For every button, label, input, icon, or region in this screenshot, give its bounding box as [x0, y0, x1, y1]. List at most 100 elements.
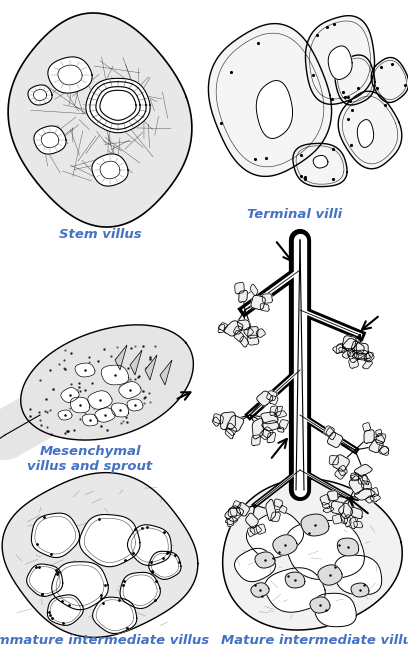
Polygon shape	[218, 324, 225, 333]
Polygon shape	[256, 524, 266, 534]
Polygon shape	[58, 65, 82, 85]
Polygon shape	[363, 422, 370, 432]
Polygon shape	[324, 426, 334, 436]
Polygon shape	[328, 46, 352, 79]
Polygon shape	[213, 414, 223, 424]
Polygon shape	[274, 406, 282, 417]
Polygon shape	[380, 446, 389, 454]
Polygon shape	[361, 481, 371, 490]
Polygon shape	[240, 336, 248, 347]
Polygon shape	[233, 501, 241, 509]
Polygon shape	[354, 521, 362, 528]
Polygon shape	[247, 335, 259, 345]
Polygon shape	[318, 565, 342, 585]
Polygon shape	[251, 583, 269, 598]
Polygon shape	[145, 355, 157, 380]
Polygon shape	[267, 432, 275, 443]
Polygon shape	[100, 161, 120, 179]
Polygon shape	[335, 55, 375, 105]
Polygon shape	[101, 365, 129, 385]
Polygon shape	[255, 552, 275, 568]
Polygon shape	[348, 350, 359, 362]
Polygon shape	[61, 388, 79, 402]
Polygon shape	[379, 445, 389, 455]
Polygon shape	[271, 512, 280, 521]
Polygon shape	[262, 421, 280, 431]
Polygon shape	[260, 429, 271, 439]
Polygon shape	[257, 391, 273, 406]
Polygon shape	[364, 352, 374, 362]
Polygon shape	[223, 479, 402, 630]
Polygon shape	[260, 304, 269, 311]
Polygon shape	[21, 325, 193, 440]
Polygon shape	[341, 513, 348, 524]
Polygon shape	[342, 351, 351, 359]
Polygon shape	[41, 132, 59, 148]
Polygon shape	[323, 506, 334, 513]
Polygon shape	[230, 507, 240, 516]
Polygon shape	[326, 428, 336, 440]
Polygon shape	[353, 350, 370, 359]
Polygon shape	[336, 343, 343, 353]
Polygon shape	[100, 90, 136, 120]
Text: Mesenchymal
villus and sprout: Mesenchymal villus and sprout	[27, 445, 153, 473]
Polygon shape	[301, 514, 329, 536]
Polygon shape	[331, 501, 344, 514]
Polygon shape	[334, 555, 382, 595]
Polygon shape	[338, 91, 402, 169]
Polygon shape	[261, 412, 278, 424]
Polygon shape	[338, 465, 347, 475]
Polygon shape	[93, 597, 137, 634]
Polygon shape	[96, 87, 140, 124]
Polygon shape	[228, 508, 237, 517]
Polygon shape	[364, 353, 373, 361]
Polygon shape	[262, 427, 273, 438]
Polygon shape	[266, 499, 276, 521]
Text: Immature intermediate villus: Immature intermediate villus	[0, 634, 209, 646]
Polygon shape	[351, 507, 362, 519]
Polygon shape	[269, 396, 278, 404]
Polygon shape	[279, 420, 288, 429]
Polygon shape	[88, 391, 112, 410]
Polygon shape	[313, 156, 328, 168]
Polygon shape	[369, 440, 383, 453]
Polygon shape	[227, 415, 244, 432]
Polygon shape	[90, 81, 146, 129]
Polygon shape	[364, 430, 374, 443]
Polygon shape	[246, 512, 304, 558]
Polygon shape	[328, 491, 338, 501]
Polygon shape	[274, 499, 283, 507]
Polygon shape	[119, 382, 141, 399]
Polygon shape	[250, 525, 262, 534]
Polygon shape	[362, 475, 369, 485]
Polygon shape	[47, 595, 83, 625]
Polygon shape	[343, 336, 356, 349]
Polygon shape	[52, 562, 108, 610]
Polygon shape	[226, 423, 237, 435]
Polygon shape	[353, 351, 364, 360]
Polygon shape	[366, 495, 374, 503]
Polygon shape	[220, 412, 235, 430]
Polygon shape	[224, 321, 243, 336]
Polygon shape	[92, 154, 128, 186]
Polygon shape	[226, 517, 237, 525]
Text: Mature intermediate villus: Mature intermediate villus	[221, 634, 408, 646]
Polygon shape	[333, 344, 345, 353]
Polygon shape	[227, 517, 234, 527]
Polygon shape	[120, 572, 160, 609]
Polygon shape	[322, 503, 330, 508]
Polygon shape	[270, 406, 277, 415]
Polygon shape	[262, 294, 273, 303]
Polygon shape	[356, 353, 367, 360]
Polygon shape	[219, 323, 227, 331]
Polygon shape	[285, 572, 305, 588]
Polygon shape	[225, 506, 244, 521]
Polygon shape	[357, 120, 374, 147]
Polygon shape	[149, 551, 181, 579]
Polygon shape	[48, 57, 92, 93]
Polygon shape	[82, 414, 98, 426]
Polygon shape	[337, 538, 359, 556]
Polygon shape	[344, 515, 351, 527]
Polygon shape	[376, 433, 386, 443]
Polygon shape	[247, 526, 255, 537]
